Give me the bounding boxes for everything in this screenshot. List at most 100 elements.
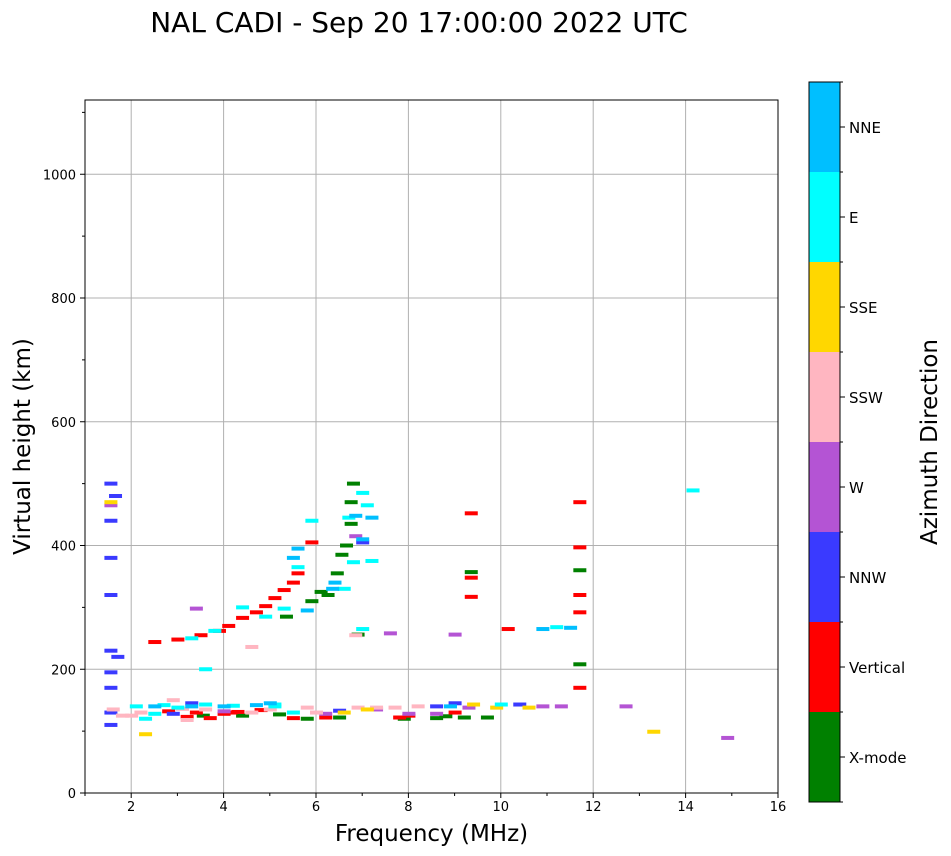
data-point-x-mode xyxy=(464,570,478,575)
colorbar-label: SSW xyxy=(849,389,883,407)
data-point-e xyxy=(686,488,700,493)
colorbar-label: W xyxy=(849,479,864,497)
data-point-e xyxy=(286,710,300,715)
y-tick-label: 0 xyxy=(68,787,76,802)
data-point-ssw xyxy=(180,717,194,722)
data-point-e xyxy=(346,560,360,565)
data-point-nne xyxy=(365,515,379,520)
data-point-w xyxy=(189,606,203,611)
data-point-nne xyxy=(564,625,578,630)
data-point-w xyxy=(619,704,633,709)
data-point-x-mode xyxy=(236,713,250,718)
data-point-x-mode xyxy=(346,481,360,486)
data-point-e xyxy=(360,503,374,508)
data-point-ssw xyxy=(370,705,384,710)
data-point-e xyxy=(305,518,319,523)
data-point-w xyxy=(383,631,397,636)
data-point-vertical xyxy=(203,716,217,721)
data-point-w xyxy=(554,704,568,709)
data-point-x-mode xyxy=(305,599,319,604)
data-point-nne xyxy=(148,704,162,709)
x-tick-label: 4 xyxy=(219,800,227,815)
colorbar-segment xyxy=(809,262,840,352)
data-point-vertical xyxy=(573,545,587,550)
data-point-x-mode xyxy=(273,712,287,717)
data-point-vertical xyxy=(286,580,300,585)
data-point-vertical xyxy=(236,615,250,620)
data-point-nne xyxy=(356,537,370,542)
data-point-nnw xyxy=(104,722,118,727)
data-point-x-mode xyxy=(480,715,494,720)
colorbar-segment xyxy=(809,622,840,712)
data-point-x-mode xyxy=(457,715,471,720)
data-point-e xyxy=(129,704,143,709)
x-tick-label: 8 xyxy=(404,800,412,815)
data-point-ssw xyxy=(134,710,148,715)
data-point-x-mode xyxy=(335,552,349,557)
data-point-nne xyxy=(249,703,263,708)
data-point-x-mode xyxy=(344,500,358,505)
data-point-vertical xyxy=(573,685,587,690)
data-point-x-mode xyxy=(340,543,354,548)
data-point-sse xyxy=(104,500,118,505)
data-point-w xyxy=(721,735,735,740)
colorbar-title: Azimuth Direction xyxy=(917,339,943,545)
data-point-nne xyxy=(185,704,199,709)
data-point-nnw xyxy=(104,648,118,653)
data-point-x-mode xyxy=(300,716,314,721)
data-point-x-mode xyxy=(330,571,344,576)
chart-title: NAL CADI - Sep 20 17:00:00 2022 UTC xyxy=(150,6,688,39)
data-point-nnw xyxy=(104,710,118,715)
data-point-e xyxy=(148,711,162,716)
data-point-nnw xyxy=(104,670,118,675)
data-point-vertical xyxy=(319,715,333,720)
data-point-ssw xyxy=(199,707,213,712)
data-point-e xyxy=(277,606,291,611)
data-point-sse xyxy=(467,702,481,707)
data-point-e xyxy=(259,614,273,619)
data-point-nnw xyxy=(166,711,180,716)
data-point-nne xyxy=(328,580,342,585)
data-point-x-mode xyxy=(333,715,347,720)
data-point-vertical xyxy=(194,633,208,638)
data-point-ssw xyxy=(300,705,314,710)
data-point-w xyxy=(402,711,416,716)
data-point-sse xyxy=(522,705,536,710)
data-point-nnw xyxy=(104,593,118,597)
data-point-sse xyxy=(139,732,153,737)
data-point-x-mode xyxy=(196,713,210,718)
colorbar-frame xyxy=(808,81,841,803)
data-point-vertical xyxy=(259,604,273,609)
data-point-sse xyxy=(490,705,504,710)
data-point-w xyxy=(104,503,118,508)
data-point-w xyxy=(319,711,333,716)
data-point-w xyxy=(536,704,550,709)
data-point-nne xyxy=(291,546,305,551)
y-tick-label: 1000 xyxy=(43,168,76,183)
data-point-nne xyxy=(217,704,231,709)
data-point-nne xyxy=(349,513,363,518)
y-tick-label: 800 xyxy=(51,292,76,307)
data-point-vertical xyxy=(180,714,194,719)
data-point-x-mode xyxy=(573,662,587,667)
data-point-vertical xyxy=(464,594,478,599)
data-point-vertical xyxy=(464,511,478,516)
y-axis-label: Virtual height (km) xyxy=(10,338,36,555)
data-point-e xyxy=(208,628,222,633)
data-point-nnw xyxy=(185,701,199,706)
data-point-vertical xyxy=(171,637,185,642)
data-point-vertical xyxy=(573,610,587,615)
colorbar-segment xyxy=(809,712,840,802)
data-point-ssw xyxy=(245,644,259,649)
data-point-w xyxy=(448,632,462,637)
data-point-vertical xyxy=(224,710,238,715)
data-point-e xyxy=(365,558,379,563)
data-point-vertical xyxy=(573,500,587,505)
data-point-vertical xyxy=(393,715,407,720)
y-tick-label: 600 xyxy=(51,416,76,431)
data-point-vertical xyxy=(501,627,515,632)
data-point-e xyxy=(291,565,305,570)
data-point-sse xyxy=(337,710,351,715)
data-point-e xyxy=(171,705,185,710)
data-point-e xyxy=(139,716,153,721)
